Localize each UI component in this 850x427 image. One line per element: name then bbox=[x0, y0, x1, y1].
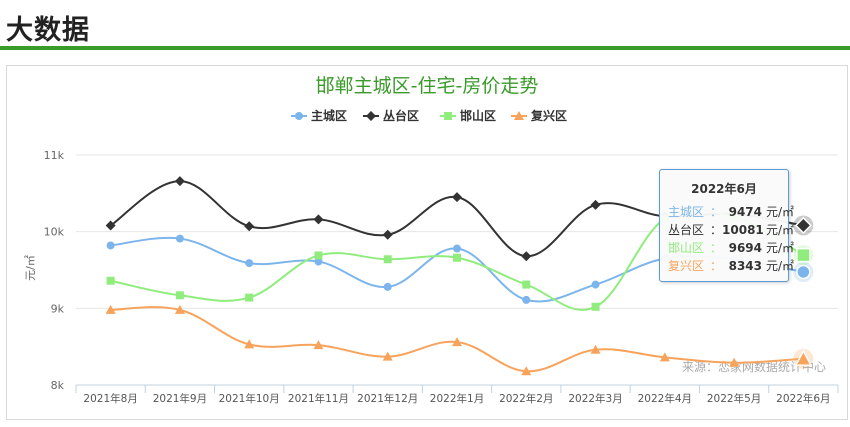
data-point[interactable] bbox=[244, 339, 255, 349]
data-point[interactable] bbox=[794, 216, 812, 235]
tooltip-unit: 元/㎡ bbox=[766, 259, 795, 273]
data-point[interactable] bbox=[591, 280, 600, 289]
y-tick-label: 9k bbox=[51, 302, 65, 315]
data-point[interactable] bbox=[105, 304, 116, 314]
data-point[interactable] bbox=[106, 276, 115, 285]
tooltip-value: 8343 bbox=[728, 259, 763, 273]
data-point[interactable] bbox=[453, 253, 461, 262]
x-tick-label: 2021年8月 bbox=[83, 392, 137, 405]
x-tick-label: 2021年11月 bbox=[288, 392, 349, 405]
series-triangle bbox=[105, 304, 814, 376]
x-tick-label: 2022年4月 bbox=[638, 392, 692, 405]
tooltip-series-name: 复兴区 bbox=[668, 259, 705, 273]
tooltip-title: 2022年6月 bbox=[691, 182, 757, 196]
data-point[interactable] bbox=[382, 229, 393, 240]
data-point[interactable] bbox=[591, 302, 600, 311]
tooltip: 2022年6月 主城区： 9474 元/㎡ 丛台区 ：10081 元/㎡ 邯山区： 969… bbox=[659, 169, 794, 282]
tooltip-row: 丛台区 ：10081 元/㎡ bbox=[668, 223, 795, 237]
data-point[interactable] bbox=[383, 255, 392, 264]
x-tick-label: 2022年5月 bbox=[707, 392, 761, 405]
data-point[interactable] bbox=[453, 244, 461, 253]
y-axis-label: 元/㎡ bbox=[24, 255, 37, 281]
data-point[interactable] bbox=[522, 280, 531, 289]
legend-item[interactable]: 主城区 bbox=[291, 108, 347, 123]
legend-label: 邯山区 bbox=[460, 108, 496, 123]
data-point[interactable] bbox=[245, 259, 254, 268]
tooltip-value: 9694 bbox=[728, 241, 763, 255]
data-point[interactable] bbox=[590, 199, 601, 210]
x-tick-label: 2021年9月 bbox=[153, 392, 207, 405]
legend-item[interactable]: 复兴区 bbox=[511, 108, 567, 123]
data-point[interactable] bbox=[521, 366, 532, 376]
tooltip-row: 复兴区： 8343 元/㎡ bbox=[668, 259, 795, 273]
x-tick-label: 2021年12月 bbox=[357, 392, 418, 405]
x-tick-label: 2021年10月 bbox=[219, 392, 280, 405]
x-tick-label: 2022年1月 bbox=[430, 392, 484, 405]
y-tick-label: 10k bbox=[44, 226, 65, 239]
data-point[interactable] bbox=[313, 214, 324, 225]
legend-label: 主城区 bbox=[311, 108, 347, 123]
data-point[interactable] bbox=[106, 241, 115, 250]
legend-item[interactable]: 丛台区 bbox=[363, 108, 419, 123]
legend-marker bbox=[514, 111, 524, 120]
legend-label: 丛台区 bbox=[383, 108, 419, 123]
data-point[interactable] bbox=[452, 337, 462, 347]
y-tick-label: 8k bbox=[51, 379, 65, 392]
data-point[interactable] bbox=[175, 291, 184, 300]
data-point[interactable] bbox=[245, 293, 254, 302]
y-tick-label: 11k bbox=[44, 149, 65, 162]
x-tick-label: 2022年2月 bbox=[499, 392, 553, 405]
tooltip-value: 9474 bbox=[728, 205, 763, 219]
data-point[interactable] bbox=[314, 251, 323, 260]
data-point[interactable] bbox=[729, 357, 740, 367]
data-point[interactable] bbox=[175, 234, 184, 243]
tooltip-row: 邯山区： 9694 元/㎡ bbox=[668, 241, 795, 255]
x-tick-label: 2022年6月 bbox=[776, 392, 830, 405]
tooltip-series-name: 主城区 bbox=[668, 205, 705, 219]
x-tick-label: 2022年3月 bbox=[568, 392, 622, 405]
data-point[interactable] bbox=[452, 192, 462, 203]
data-point[interactable] bbox=[659, 352, 670, 362]
data-point[interactable] bbox=[174, 176, 185, 187]
data-point[interactable] bbox=[313, 340, 324, 350]
tooltip-series-name: 丛台区 bbox=[668, 223, 705, 237]
data-point[interactable] bbox=[796, 247, 811, 263]
tooltip-unit: 元/㎡ bbox=[766, 223, 795, 237]
section-divider bbox=[0, 46, 850, 50]
legend-item[interactable]: 邯山区 bbox=[440, 108, 496, 123]
data-point[interactable] bbox=[794, 349, 813, 366]
data-point[interactable] bbox=[314, 257, 323, 266]
chart-title: 邯郸主城区-住宅-房价走势 bbox=[316, 75, 539, 97]
data-point[interactable] bbox=[382, 351, 393, 361]
tooltip-unit: 元/㎡ bbox=[766, 241, 795, 255]
section-title: 大数据 bbox=[6, 15, 90, 46]
data-point[interactable] bbox=[174, 304, 185, 314]
tooltip-unit: 元/㎡ bbox=[766, 205, 795, 219]
legend-marker bbox=[444, 112, 452, 120]
tooltip-row: 主城区： 9474 元/㎡ bbox=[668, 205, 795, 219]
data-point[interactable] bbox=[244, 221, 255, 232]
tooltip-series-name: 邯山区 bbox=[668, 241, 705, 255]
data-point[interactable] bbox=[796, 264, 811, 280]
legend-marker bbox=[366, 111, 376, 121]
data-point[interactable] bbox=[522, 295, 531, 304]
data-point[interactable] bbox=[383, 282, 392, 291]
legend-label: 复兴区 bbox=[530, 108, 567, 123]
data-point[interactable] bbox=[521, 251, 532, 262]
data-point[interactable] bbox=[105, 220, 116, 231]
data-point[interactable] bbox=[590, 344, 601, 354]
legend-marker bbox=[295, 112, 303, 120]
tooltip-value: 10081 bbox=[722, 223, 764, 237]
